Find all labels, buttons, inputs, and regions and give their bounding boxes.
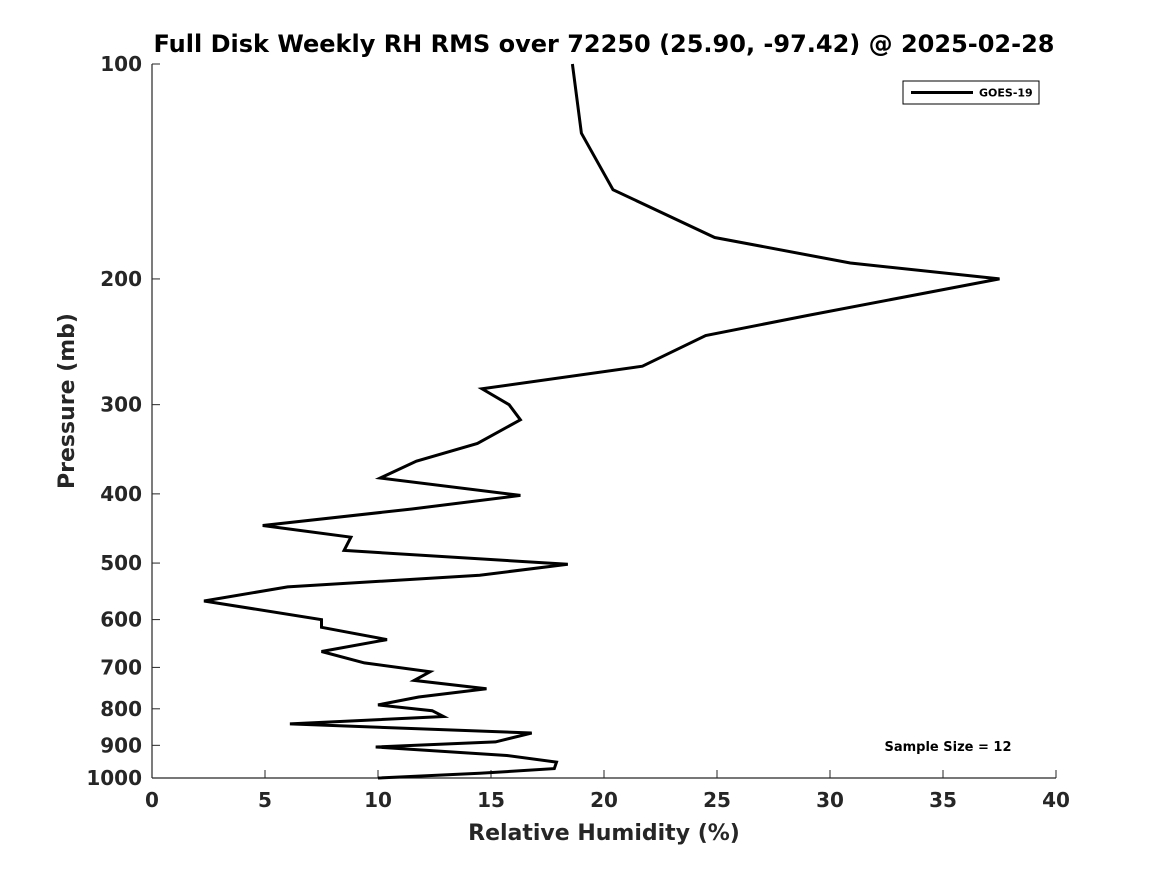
y-axis: 100 200 300 400 500 600 700 800 900 1000 bbox=[86, 52, 160, 790]
y-tick-label: 600 bbox=[100, 608, 142, 632]
y-tick-label: 800 bbox=[100, 697, 142, 721]
y-tick-label: 900 bbox=[100, 733, 142, 757]
y-tick-label: 400 bbox=[100, 482, 142, 506]
y-tick-label: 300 bbox=[100, 393, 142, 417]
legend-entry-goes-19: GOES-19 bbox=[979, 87, 1033, 100]
legend: GOES-19 bbox=[902, 80, 1040, 105]
x-tick-label: 10 bbox=[364, 788, 392, 812]
x-tick-label: 15 bbox=[477, 788, 505, 812]
y-tick-label: 200 bbox=[100, 267, 142, 291]
x-axis: 0 5 10 15 20 25 30 35 40 bbox=[145, 770, 1070, 812]
plot-area bbox=[152, 64, 1056, 778]
x-tick-label: 0 bbox=[145, 788, 159, 812]
y-tick-label: 700 bbox=[100, 655, 142, 679]
y-axis-label: Pressure (mb) bbox=[55, 313, 80, 489]
x-axis-label: Relative Humidity (%) bbox=[468, 821, 740, 846]
y-tick-label: 500 bbox=[100, 551, 142, 575]
y-tick-label: 1000 bbox=[86, 766, 142, 790]
y-tick-label: 100 bbox=[100, 52, 142, 76]
x-tick-label: 30 bbox=[816, 788, 844, 812]
x-tick-label: 20 bbox=[590, 788, 618, 812]
x-tick-label: 35 bbox=[929, 788, 957, 812]
series-layer bbox=[203, 63, 1000, 780]
x-tick-label: 25 bbox=[703, 788, 731, 812]
x-tick-label: 40 bbox=[1042, 788, 1070, 812]
chart-title: Full Disk Weekly RH RMS over 72250 (25.9… bbox=[153, 30, 1054, 58]
series-line-0 bbox=[203, 63, 1000, 780]
x-tick-label: 5 bbox=[258, 788, 272, 812]
sample-size-annotation: Sample Size = 12 bbox=[884, 740, 1011, 755]
